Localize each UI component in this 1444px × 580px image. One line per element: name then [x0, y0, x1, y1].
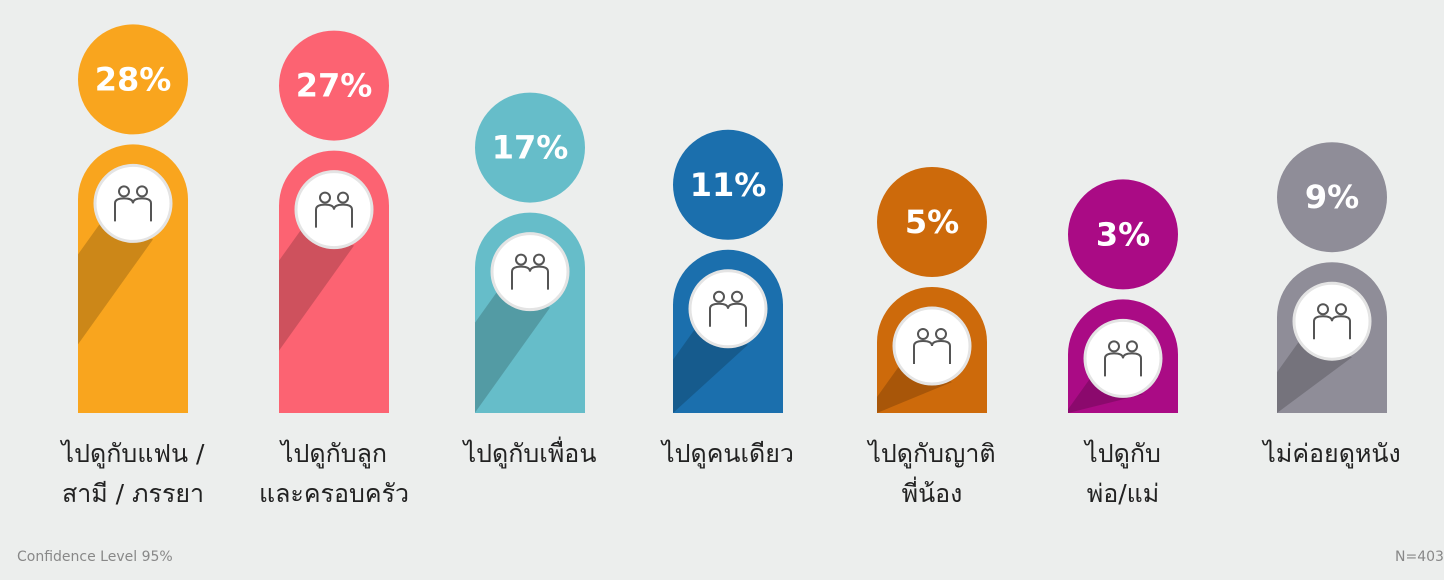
category-label: พ่อ/แม่ [1087, 479, 1160, 508]
footnote-left: Confidence Level 95% [17, 549, 173, 565]
value-badge [1277, 142, 1387, 253]
icon-body [709, 302, 747, 327]
value-badge [78, 24, 188, 135]
icon-head [515, 253, 527, 266]
icon-body [1104, 352, 1142, 377]
icon-head [337, 191, 349, 204]
icon [913, 328, 951, 364]
icon-head [731, 290, 743, 303]
value-badge [673, 129, 783, 240]
icon [709, 290, 747, 327]
icon [315, 191, 353, 228]
icon-head [118, 185, 130, 198]
footnote-right: N=403 [1395, 549, 1444, 565]
icon-head [1108, 340, 1120, 353]
category-label: ไปดูกับแฟน / [60, 439, 206, 469]
icon-head [1317, 303, 1329, 316]
icon-head [935, 328, 947, 340]
category-label: ไม่ค่อยดูหนัง [1261, 439, 1400, 469]
value-label: 5% [905, 203, 959, 241]
bar-shadow [279, 225, 354, 351]
value-badge [279, 30, 389, 141]
icon [1104, 340, 1142, 377]
icon-body [913, 339, 951, 364]
icon-body [315, 203, 353, 228]
value-label: 9% [1305, 178, 1359, 216]
bar-shadow [78, 219, 153, 345]
icon-head [136, 185, 148, 198]
icon-head [1335, 303, 1347, 316]
category-label: ไปดูกับ [1083, 439, 1161, 469]
value-label: 27% [296, 67, 373, 105]
category-label: และครอบครัว [259, 479, 409, 508]
category-label: ไปดูคนเดียว [660, 439, 794, 469]
icon [1313, 303, 1351, 340]
value-label: 3% [1096, 215, 1150, 253]
icon-head [917, 328, 929, 340]
icon-head [713, 290, 725, 303]
icon-body [114, 197, 152, 222]
category-label: ไปดูกับเพื่อน [462, 436, 597, 469]
icon-body [511, 265, 549, 290]
value-badge [475, 92, 585, 203]
value-label: 11% [690, 166, 767, 204]
value-label: 17% [492, 129, 569, 167]
value-badge [1068, 179, 1178, 290]
icon-head [1126, 340, 1138, 353]
icon [511, 253, 549, 290]
category-label: พี่น้อง [902, 476, 963, 508]
category-label: ไปดูกับญาติ [866, 439, 995, 469]
icon-head [319, 191, 331, 204]
bar-shadow [475, 287, 550, 413]
icon [114, 185, 152, 222]
value-badge [877, 167, 987, 277]
icon-head [533, 253, 545, 266]
category-label: ไปดูกับลูก [279, 439, 387, 469]
category-label: สามี / ภรรยา [62, 479, 204, 508]
value-label: 28% [95, 60, 172, 98]
icon-body [1313, 315, 1351, 340]
